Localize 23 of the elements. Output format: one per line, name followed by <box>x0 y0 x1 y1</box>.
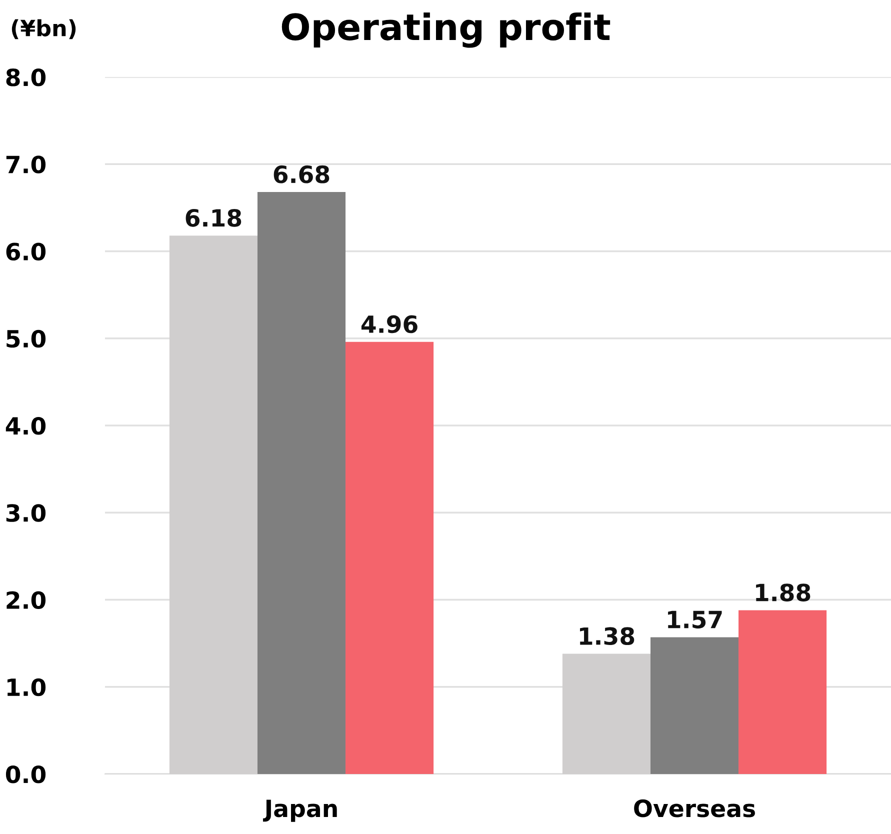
data-label: 1.88 <box>756 584 810 602</box>
y-tick-label: 8.0 <box>6 68 46 86</box>
bar <box>346 342 434 774</box>
bar <box>650 637 739 774</box>
y-tick-label: 5.0 <box>6 330 46 348</box>
x-tick-label: Overseas <box>634 799 755 818</box>
y-tick-label: 6.0 <box>6 242 46 261</box>
y-tick-label: 1.0 <box>8 678 46 696</box>
data-label: 1.38 <box>580 627 634 646</box>
y-tick-label: 4.0 <box>6 416 46 435</box>
y-tick-label: 0.0 <box>6 765 46 784</box>
data-label: 6.18 <box>186 208 242 227</box>
y-axis-title: (¥bn) <box>12 19 76 40</box>
bar <box>738 610 827 774</box>
data-label: 4.96 <box>361 315 418 334</box>
y-tick-label: 7.0 <box>6 156 46 174</box>
data-label: 1.57 <box>668 610 722 628</box>
y-tick-label: 2.0 <box>6 591 46 610</box>
data-label: 6.68 <box>274 165 330 184</box>
x-tick-label: Japan <box>262 800 337 822</box>
y-tick-label: 3.0 <box>6 504 46 522</box>
bar <box>257 192 346 774</box>
chart-title: Operating profit <box>282 12 610 48</box>
